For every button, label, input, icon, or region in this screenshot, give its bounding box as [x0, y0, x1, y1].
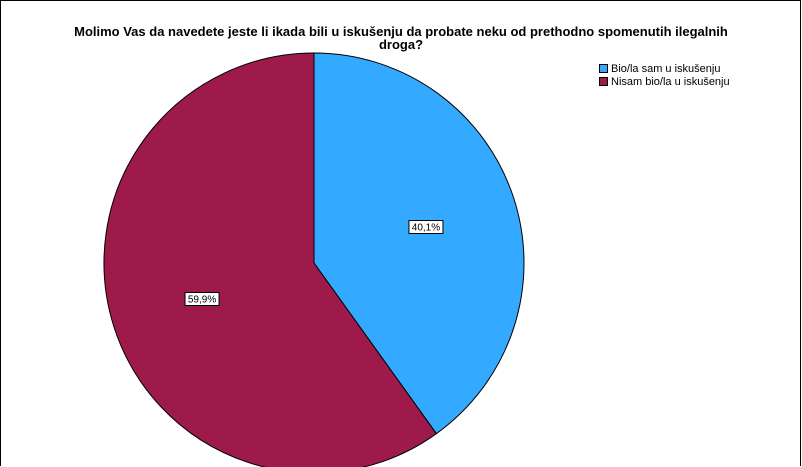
- svg-text:40,1%: 40,1%: [412, 223, 440, 234]
- legend-label-not-tempted: Nisam bio/la u iskušenju: [611, 75, 730, 88]
- pie-slice-tempted: [313, 52, 525, 435]
- legend-swatch-tempted: [599, 64, 608, 73]
- legend-item-not-tempted: Nisam bio/la u iskušenju: [599, 75, 730, 88]
- chart-title-line-2: droga?: [378, 37, 424, 52]
- legend-swatch-not-tempted: [599, 77, 608, 86]
- svg-text:59,9%: 59,9%: [188, 294, 216, 305]
- chart-title-line-1: Molimo Vas da navedete jeste li ikada bi…: [74, 24, 728, 39]
- data-label-not-tempted: 59,9%: [184, 291, 220, 306]
- pie-slice-not-tempted: [103, 52, 438, 467]
- chart-legend: Bio/la sam u iskušenju Nisam bio/la u is…: [599, 62, 730, 88]
- data-label-tempted: 40,1%: [408, 220, 444, 235]
- legend-label-tempted: Bio/la sam u iskušenju: [611, 62, 721, 75]
- legend-item-tempted: Bio/la sam u iskušenju: [599, 62, 730, 75]
